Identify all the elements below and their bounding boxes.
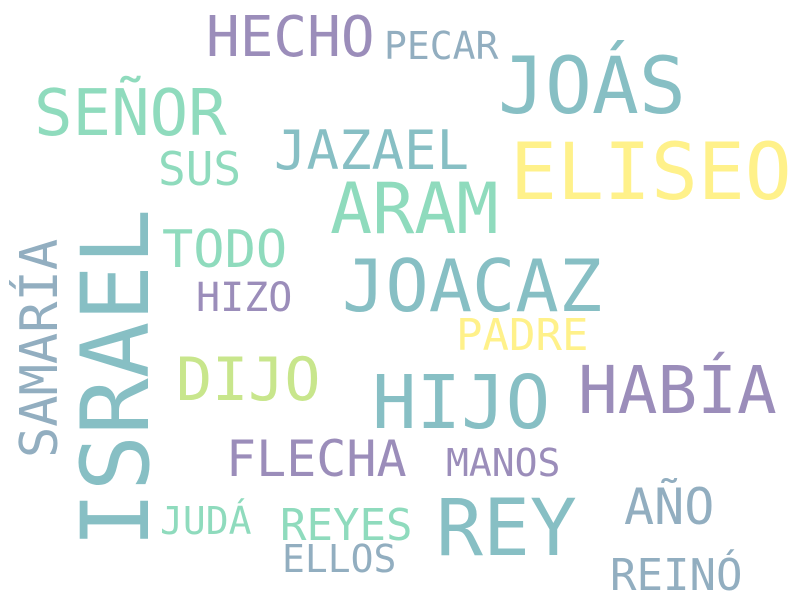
word-dijo: DIJO [176,345,321,415]
word-eliseo: ELISEO [510,128,792,218]
word-ellos: ELLOS [282,537,397,581]
word-hecho: HECHO [206,5,375,70]
word-pecar: PECAR [384,24,499,68]
word-habia: HABÍA [578,352,777,429]
word-todo: TODO [162,220,288,280]
word-flecha: FLECHA [226,430,407,488]
word-manos: MANOS [446,441,561,485]
word-hizo: HIZO [196,275,293,321]
word-israel: ISRAEL [62,208,171,548]
word-hijo: HIJO [372,360,551,446]
word-aram: ARAM [330,168,499,250]
word-jazael: JAZAEL [274,119,470,182]
word-joas: JOÁS [498,42,686,132]
word-joacaz: JOACAZ [342,244,603,328]
word-juda: JUDÁ [160,499,252,543]
word-sus: SUS [158,142,242,196]
word-samaria: SAMARÍA [10,238,70,458]
word-rey: REY [436,484,577,574]
word-ano: AÑO [624,478,715,536]
word-reyes: REYES [280,500,413,551]
word-padre: PADRE [456,310,589,361]
word-senor: SEÑOR [34,77,227,151]
word-reino: REINÓ [610,550,743,600]
